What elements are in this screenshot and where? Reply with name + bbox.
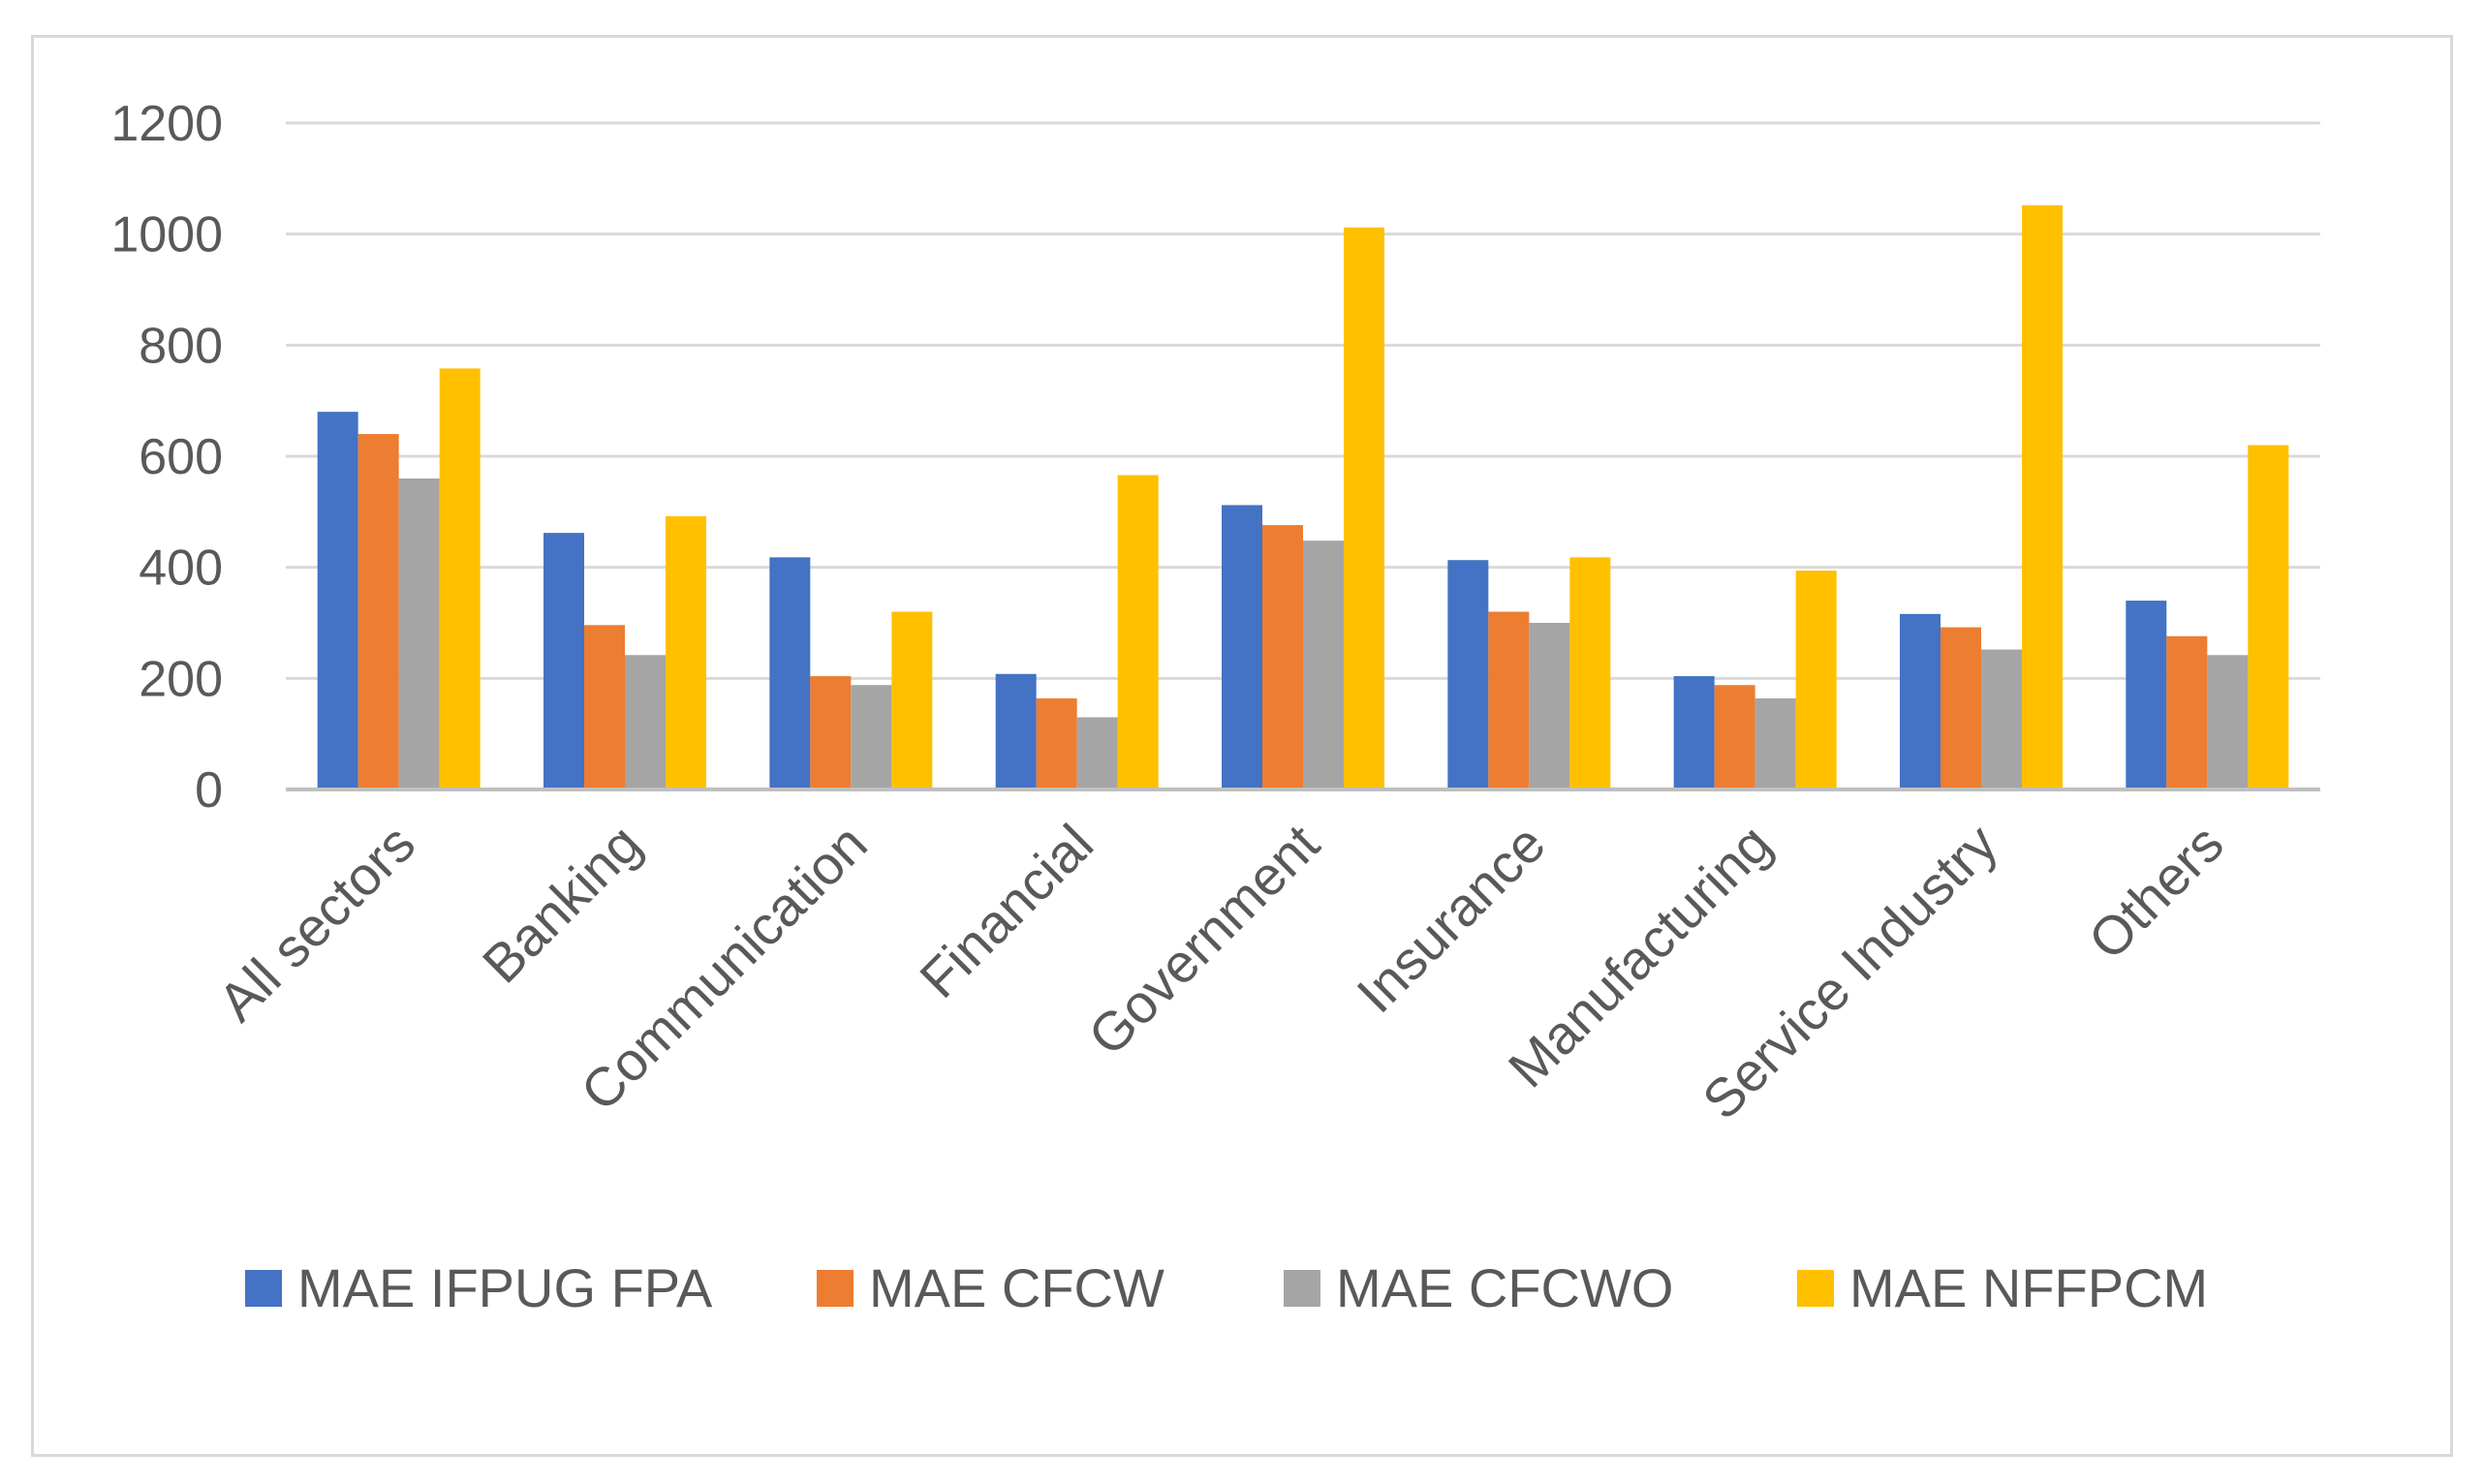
bar-others-mae-cfcw: [2166, 635, 2208, 789]
bar-chart: 0 200 400 600 800 1000 1200 All sectors Banking…: [110, 96, 2320, 1318]
bar-financial-mae-cfcw: [1036, 697, 1077, 789]
y-tick-label: 600: [139, 429, 223, 485]
legend-label: MAE CFCWO: [1336, 1257, 1673, 1318]
y-tick-label: 0: [195, 762, 223, 819]
bars: [317, 204, 2289, 789]
bar-service-industry-mae-ifpug-fpa: [1900, 613, 1941, 789]
bar-government-mae-ifpug-fpa: [1222, 505, 1262, 789]
bar-all-sectors-mae-cfcw: [357, 434, 399, 789]
bar-others-mae-nffpcm: [2248, 445, 2289, 789]
bar-all-sectors-mae-cfcwo: [398, 478, 440, 789]
bar-insurance-mae-ifpug-fpa: [1447, 560, 1489, 789]
y-tick-label: 1000: [110, 207, 223, 263]
legend-swatch: [245, 1270, 282, 1307]
bar-insurance-mae-cfcw: [1488, 611, 1530, 789]
y-tick-label: 200: [139, 651, 223, 707]
y-tick-label: 400: [139, 541, 223, 597]
bar-others-mae-cfcwo: [2207, 655, 2249, 789]
bar-communication-mae-cfcw: [810, 676, 852, 789]
bar-communication-mae-cfcwo: [851, 685, 892, 789]
chart-frame: 0 200 400 600 800 1000 1200 All sectors Banking…: [31, 35, 2453, 1457]
bar-manufacturing-mae-cfcw: [1714, 685, 1755, 789]
legend-label: MAE IFPUG FPA: [297, 1257, 713, 1318]
bar-all-sectors-mae-nffpcm: [439, 368, 481, 789]
legend-swatch: [817, 1270, 854, 1307]
bar-insurance-mae-nffpcm: [1569, 557, 1611, 789]
category-label: Government: [1076, 813, 1331, 1067]
bar-financial-mae-ifpug-fpa: [995, 673, 1037, 789]
bar-communication-mae-nffpcm: [891, 611, 933, 789]
bar-government-mae-nffpcm: [1344, 227, 1384, 789]
category-label: Financial: [908, 813, 1104, 1009]
category-label: All sectors: [206, 813, 426, 1033]
bar-government-mae-cfcw: [1262, 525, 1303, 789]
bar-others-mae-ifpug-fpa: [2126, 601, 2167, 789]
y-tick-label: 1200: [110, 96, 223, 152]
bar-all-sectors-mae-ifpug-fpa: [317, 412, 358, 789]
bar-service-industry-mae-nffpcm: [2022, 204, 2063, 789]
legend-swatch: [1284, 1270, 1320, 1307]
category-label: Banking: [471, 813, 653, 995]
bar-banking-mae-cfcw: [584, 625, 625, 789]
bar-manufacturing-mae-cfcwo: [1754, 697, 1796, 789]
bar-financial-mae-nffpcm: [1117, 475, 1159, 789]
y-axis-ticks: 0 200 400 600 800 1000 1200: [110, 96, 223, 819]
bar-banking-mae-nffpcm: [666, 515, 706, 789]
legend-swatch: [1797, 1270, 1834, 1307]
legend-label: MAE CFCW: [869, 1257, 1164, 1318]
bar-government-mae-cfcwo: [1303, 541, 1344, 789]
bar-insurance-mae-cfcwo: [1529, 623, 1570, 789]
bar-manufacturing-mae-ifpug-fpa: [1673, 676, 1715, 789]
bar-communication-mae-ifpug-fpa: [769, 557, 811, 789]
bar-banking-mae-ifpug-fpa: [543, 533, 584, 789]
legend-label: MAE NFFPCM: [1849, 1257, 2208, 1318]
bar-banking-mae-cfcwo: [625, 655, 666, 789]
y-tick-label: 800: [139, 318, 223, 374]
bar-service-industry-mae-cfcwo: [1981, 649, 2022, 789]
legend: MAE IFPUG FPA MAE CFCW MAE CFCWO MAE NFFPCM: [245, 1257, 2208, 1318]
bar-manufacturing-mae-nffpcm: [1795, 571, 1837, 789]
category-label: Insurance: [1345, 813, 1556, 1024]
bar-service-industry-mae-cfcw: [1941, 627, 1981, 789]
bar-financial-mae-cfcwo: [1076, 717, 1118, 789]
category-label: Others: [2076, 813, 2234, 971]
